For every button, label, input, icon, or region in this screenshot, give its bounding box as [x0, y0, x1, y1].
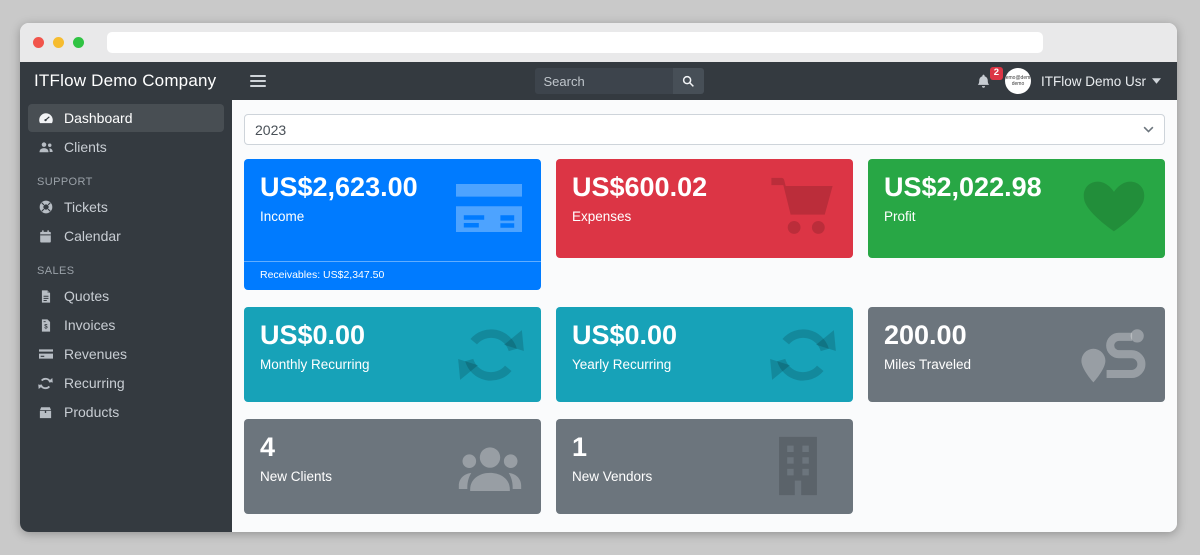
- profit-card[interactable]: US$2,022.98 Profit: [868, 159, 1165, 258]
- sidebar-item-recurring[interactable]: Recurring: [28, 369, 224, 397]
- window-controls: [33, 37, 84, 48]
- search-icon: [681, 74, 695, 88]
- top-navbar: ITFlow Demo Company: [20, 62, 1177, 100]
- sidebar-section-support: SUPPORT: [37, 176, 93, 188]
- card-value: US$600.02: [572, 172, 708, 202]
- sidebar: Dashboard Clients SUPPORT: [20, 100, 232, 532]
- user-name: ITFlow Demo Usr: [1041, 73, 1147, 89]
- sidebar-section-sales: SALES: [37, 265, 75, 277]
- navbar-right: 2 demo@demo demo ITFlow Demo Usr: [972, 66, 1162, 94]
- card-value: 1: [572, 432, 588, 462]
- users-icon: [451, 434, 529, 502]
- card-value: 200.00: [884, 320, 967, 350]
- bell-icon: [975, 73, 992, 90]
- file-lines-icon: [37, 289, 54, 304]
- sidebar-item-label: Dashboard: [64, 110, 133, 126]
- sidebar-item-label: Revenues: [64, 346, 128, 362]
- card-label: Yearly Recurring: [572, 356, 672, 372]
- building-icon: [763, 431, 833, 501]
- notifications-button[interactable]: 2: [972, 66, 1003, 92]
- card-value: US$2,022.98: [884, 172, 1042, 202]
- sidebar-item-label: Invoices: [64, 317, 116, 333]
- avatar-text: demo@demo demo: [1005, 74, 1031, 87]
- year-filter: 2023: [244, 114, 1165, 145]
- notification-badge: 2: [989, 66, 1003, 80]
- sidebar-item-products[interactable]: Products: [28, 398, 224, 426]
- card-value: US$0.00: [260, 320, 366, 350]
- sidebar-item-label: Clients: [64, 139, 107, 155]
- dashboard-cards: US$2,623.00 Income Receivables: US$2,347…: [244, 159, 1165, 514]
- address-bar[interactable]: [107, 32, 1043, 53]
- svg-text:$: $: [44, 323, 48, 330]
- sidebar-item-label: Quotes: [64, 288, 110, 304]
- sidebar-item-calendar[interactable]: Calendar: [28, 222, 224, 250]
- credit-card-icon: [451, 172, 527, 244]
- card-label: Monthly Recurring: [260, 356, 370, 372]
- calendar-icon: [37, 229, 54, 244]
- close-button[interactable]: [33, 37, 44, 48]
- sidebar-item-dashboard[interactable]: Dashboard: [28, 104, 224, 132]
- yearly-recurring-card[interactable]: US$0.00 Yearly Recurring: [556, 307, 853, 402]
- card-label: New Clients: [260, 468, 333, 484]
- income-card[interactable]: US$2,623.00 Income Receivables: US$2,347…: [244, 159, 541, 290]
- credit-card-icon: [37, 346, 54, 362]
- browser-window: ITFlow Demo Company: [20, 23, 1177, 532]
- route-icon: [1079, 320, 1151, 392]
- card-value: US$2,623.00: [260, 172, 418, 202]
- new-vendors-card[interactable]: 1 New Vendors: [556, 419, 853, 514]
- card-label: Income: [260, 208, 305, 224]
- card-value: 4: [260, 432, 276, 462]
- sidebar-item-label: Calendar: [64, 228, 121, 244]
- main-content: 2023 US$2,623.00 Income Receivables: [232, 100, 1177, 532]
- sidebar-item-revenues[interactable]: Revenues: [28, 340, 224, 368]
- box-icon: [37, 405, 54, 420]
- sidebar-item-label: Products: [64, 404, 120, 420]
- card-label: Expenses: [572, 208, 632, 224]
- sidebar-item-tickets[interactable]: Tickets: [28, 193, 224, 221]
- new-clients-card[interactable]: 4 New Clients: [244, 419, 541, 514]
- search-group: [534, 68, 704, 94]
- brand-title: ITFlow Demo Company: [34, 71, 217, 90]
- expenses-card[interactable]: US$600.02 Expenses: [556, 159, 853, 258]
- heart-icon: [1079, 170, 1149, 240]
- year-filter-select[interactable]: 2023: [244, 114, 1165, 145]
- tachometer-icon: [37, 110, 54, 126]
- sidebar-item-clients[interactable]: Clients: [28, 133, 224, 161]
- navbar: 2 demo@demo demo ITFlow Demo Usr: [232, 62, 1177, 100]
- avatar[interactable]: demo@demo demo: [1005, 68, 1031, 94]
- sidebar-item-quotes[interactable]: Quotes: [28, 282, 224, 310]
- sidebar-toggle-button[interactable]: [250, 75, 266, 87]
- shopping-cart-icon: [767, 172, 837, 242]
- card-label: Miles Traveled: [884, 356, 972, 372]
- search-button[interactable]: [672, 68, 704, 94]
- sidebar-item-label: Recurring: [64, 375, 125, 391]
- monthly-recurring-card[interactable]: US$0.00 Monthly Recurring: [244, 307, 541, 402]
- sync-icon: [457, 321, 525, 389]
- users-icon: [37, 139, 54, 155]
- life-ring-icon: [37, 199, 54, 215]
- user-menu[interactable]: ITFlow Demo Usr: [1041, 73, 1162, 89]
- sync-icon: [37, 376, 54, 391]
- card-label: New Vendors: [572, 468, 653, 484]
- sidebar-item-invoices[interactable]: $ Invoices: [28, 311, 224, 339]
- miles-traveled-card[interactable]: 200.00 Miles Traveled: [868, 307, 1165, 402]
- sync-icon: [769, 321, 837, 389]
- file-invoice-dollar-icon: $: [37, 318, 54, 333]
- zoom-button[interactable]: [73, 37, 84, 48]
- search-input[interactable]: [534, 68, 673, 94]
- card-label: Profit: [884, 208, 916, 224]
- browser-chrome: [20, 23, 1177, 62]
- caret-down-icon: [1152, 78, 1162, 84]
- minimize-button[interactable]: [53, 37, 64, 48]
- card-footer: Receivables: US$2,347.50: [244, 261, 541, 282]
- sidebar-item-label: Tickets: [64, 199, 108, 215]
- card-value: US$0.00: [572, 320, 678, 350]
